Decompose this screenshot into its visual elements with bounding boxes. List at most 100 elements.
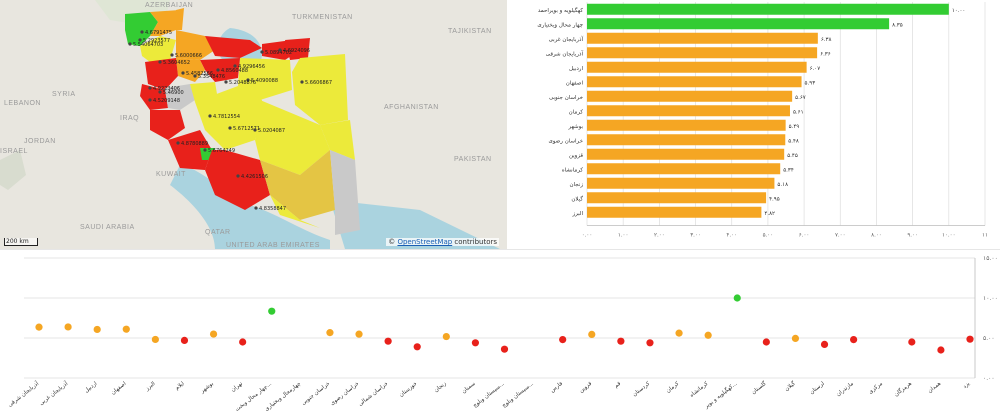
dot-point[interactable]	[675, 329, 683, 337]
bar[interactable]	[587, 90, 793, 102]
bar[interactable]	[587, 105, 790, 117]
province-hamadan[interactable]	[165, 84, 195, 110]
province-esfahan[interactable]	[195, 86, 262, 150]
map-label-turkmenistan: TURKMENISTAN	[292, 14, 353, 21]
bar[interactable]	[587, 61, 807, 73]
map-value-marker	[224, 80, 228, 84]
bar-data-label: ۶.۳۶	[820, 51, 831, 57]
province-layer[interactable]	[125, 8, 360, 235]
bar[interactable]	[587, 76, 802, 88]
map-panel[interactable]: 5.54064703 5.2923577 4.6791475 5.3604652 5.6…	[0, 0, 507, 249]
bar[interactable]	[587, 206, 762, 218]
map-value-marker	[148, 98, 152, 102]
dot-point[interactable]	[35, 323, 43, 331]
province-mazandaran[interactable]	[205, 36, 262, 58]
province-sistan-baluchestan[interactable]	[330, 150, 360, 235]
bar[interactable]	[587, 177, 775, 189]
dot-category-label: مازندران	[835, 381, 854, 398]
province-zanjan[interactable]	[140, 36, 176, 62]
bar[interactable]	[587, 163, 781, 175]
dot-point[interactable]	[64, 323, 72, 331]
province-ilam-lorestan[interactable]	[150, 110, 185, 140]
dot-point[interactable]	[704, 331, 712, 339]
province-ardabil[interactable]	[176, 8, 184, 30]
dot-point[interactable]	[966, 335, 974, 343]
dot-point[interactable]	[122, 325, 130, 333]
province-kermanshah[interactable]	[140, 84, 168, 110]
map-value-marker	[170, 53, 174, 57]
dot-category-label: خراسان رضوی	[329, 381, 360, 407]
dot-point[interactable]	[471, 339, 480, 347]
province-kurdistan[interactable]	[145, 58, 178, 90]
dot-point[interactable]	[646, 339, 654, 347]
map-value-label: 5.6000666	[175, 53, 202, 59]
bar[interactable]	[587, 47, 818, 59]
dot-point[interactable]	[559, 336, 567, 344]
dot-point[interactable]	[384, 337, 392, 345]
bar-chart[interactable]: ۰.۰۰ ۱.۰۰ ۲.۰۰ ۳.۰۰ ۴.۰۰ ۵.۰۰ ۶.۰۰ ۷.۰۰ ۸.۰۰ ۹.۰۰…	[507, 0, 1000, 249]
province-gilan[interactable]	[176, 30, 215, 60]
bar[interactable]	[587, 192, 767, 204]
dot-point[interactable]	[151, 335, 159, 344]
dot-category-label: کردستان	[631, 380, 651, 398]
map-canvas[interactable]: 5.540647035.29235774.67914755.36046525.6…	[0, 0, 507, 249]
province-semnan[interactable]	[238, 58, 292, 100]
province-north-khorasan[interactable]	[285, 38, 310, 60]
bar-data-label: ۵.۱۸	[777, 182, 788, 188]
dot-point[interactable]	[355, 330, 363, 338]
bar[interactable]	[587, 3, 949, 15]
bar[interactable]	[587, 148, 785, 160]
map-label-pakistan: PAKISTAN	[454, 156, 492, 163]
dot-point[interactable]	[850, 336, 858, 344]
dot-point[interactable]	[268, 307, 276, 315]
bar-data-label: ۸.۳۵	[892, 22, 903, 28]
map-value-marker	[158, 90, 162, 94]
map-value-label: 5.0204087	[258, 128, 285, 134]
dot-point[interactable]	[180, 336, 189, 344]
dot-chart-panel[interactable]: ۰.۰۰ ۵.۰۰ ۱۰.۰۰ ۱۵.۰۰ آذربایجان شرقی آذربایجا…	[0, 249, 1000, 417]
province-kerman[interactable]	[260, 150, 335, 220]
osm-link[interactable]: OpenStreetMap	[397, 238, 453, 246]
dot-category-label: قم	[613, 381, 622, 390]
map-value-label: 5.0894702	[265, 50, 292, 56]
dot-category-label: کرمانشاه	[688, 380, 709, 399]
dot-point[interactable]	[442, 332, 450, 341]
province-west-azarbaijan[interactable]	[125, 12, 158, 46]
bar[interactable]	[587, 18, 890, 30]
province-khorasan-razavi[interactable]	[292, 54, 348, 125]
bar[interactable]	[587, 134, 786, 146]
province-tehran[interactable]	[200, 58, 240, 82]
dot-category-label: ایلام	[174, 381, 186, 392]
dot-point[interactable]	[326, 329, 334, 337]
province-khuzestan[interactable]	[168, 130, 212, 170]
province-south-khorasan[interactable]	[320, 120, 355, 160]
dot-chart[interactable]: ۰.۰۰ ۵.۰۰ ۱۰.۰۰ ۱۵.۰۰ آذربایجان شرقیآذربایجا…	[0, 250, 1000, 417]
province-hormozgan[interactable]	[270, 195, 320, 228]
dot-point[interactable]	[733, 294, 741, 302]
dot-point[interactable]	[617, 337, 625, 345]
bar[interactable]	[587, 119, 786, 131]
bar-category-label: آذربایجان شرقی	[546, 50, 584, 57]
dot-point[interactable]	[820, 340, 829, 348]
dot-point[interactable]	[937, 346, 945, 354]
dot-point[interactable]	[500, 345, 509, 353]
map-value-marker	[193, 74, 197, 78]
province-east-azarbaijan[interactable]	[150, 10, 180, 36]
dot-point[interactable]	[93, 325, 101, 334]
dot-point[interactable]	[791, 334, 800, 342]
dot-point[interactable]	[209, 330, 218, 338]
province-qazvin[interactable]	[176, 58, 205, 82]
map-value-label: 4.6791475	[145, 30, 172, 36]
province-yazd-kerman-north[interactable]	[255, 100, 330, 175]
map-value-label: 4.8358847	[259, 206, 286, 212]
bar-category-label: چهار محال وبختیاری	[537, 22, 583, 28]
dot-point[interactable]	[908, 338, 916, 346]
dot-point[interactable]	[239, 338, 247, 346]
dot-category-label: سمنان	[461, 381, 477, 395]
bar-chart-panel[interactable]: ۰.۰۰ ۱.۰۰ ۲.۰۰ ۳.۰۰ ۴.۰۰ ۵.۰۰ ۶.۰۰ ۷.۰۰ ۸.۰۰ ۹.۰۰…	[507, 0, 1000, 249]
dot-point[interactable]	[588, 330, 596, 338]
bar[interactable]	[587, 32, 818, 44]
dot-point[interactable]	[762, 338, 770, 346]
dot-point[interactable]	[413, 343, 421, 351]
province-fars-bushehr[interactable]	[205, 150, 270, 210]
